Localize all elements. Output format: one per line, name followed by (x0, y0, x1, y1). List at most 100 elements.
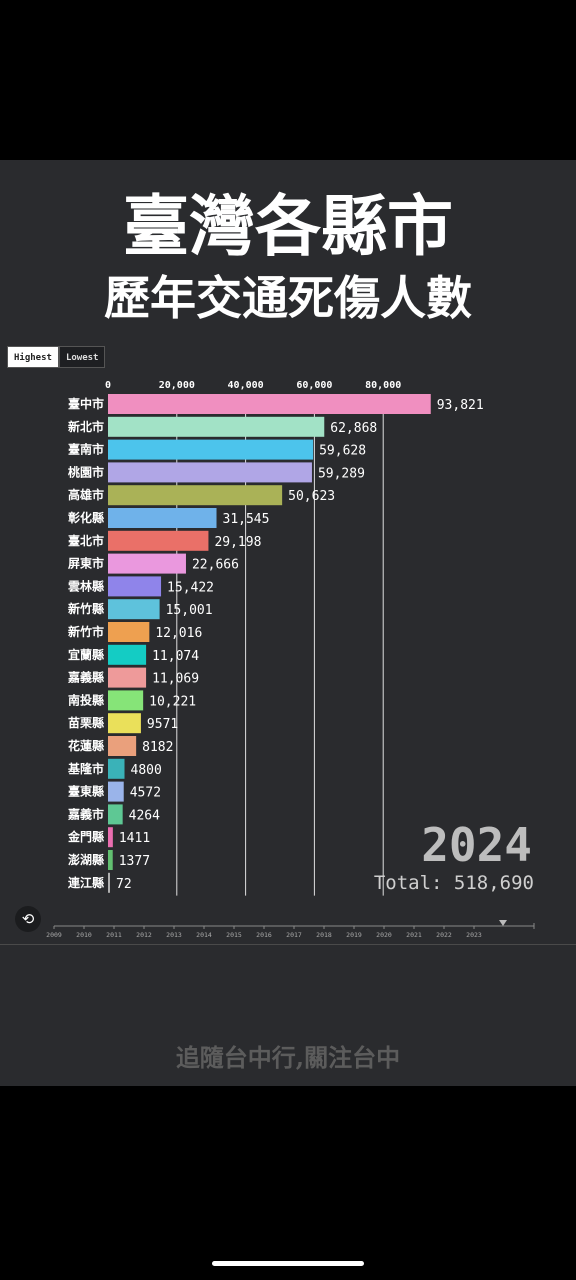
value-label: 15,422 (167, 580, 214, 595)
x-tick-label: 20,000 (159, 380, 195, 391)
value-label: 15,001 (166, 603, 213, 618)
bar (108, 850, 113, 870)
value-label: 8182 (142, 740, 173, 755)
bar (108, 644, 147, 665)
bar (108, 758, 125, 779)
timeline-year-label: 2023 (466, 931, 482, 939)
category-label: 臺北市 (68, 533, 104, 548)
timeline-handle (499, 920, 507, 926)
value-label: 29,198 (214, 535, 261, 550)
bar (108, 872, 110, 893)
bar (108, 553, 186, 574)
category-label: 高雄市 (68, 487, 104, 502)
replay-button[interactable]: ⟲ (15, 906, 41, 932)
replay-icon: ⟲ (21, 910, 35, 928)
category-label: 桃園市 (68, 464, 104, 479)
category-label: 宜蘭縣 (68, 647, 104, 662)
category-label: 嘉義市 (67, 806, 104, 821)
value-label: 62,868 (330, 421, 377, 436)
category-label: 金門縣 (67, 829, 104, 844)
timeline-year-label: 2013 (166, 931, 182, 939)
value-label: 22,666 (192, 558, 239, 573)
value-label: 11,069 (152, 672, 199, 687)
value-label: 72 (116, 877, 132, 892)
bar (108, 827, 113, 848)
timeline-year-label: 2020 (376, 931, 392, 939)
category-label: 連江縣 (68, 875, 104, 890)
value-label: 59,289 (318, 466, 365, 481)
category-label: 苗栗縣 (68, 715, 104, 730)
page-title: 臺灣各縣市 (123, 187, 453, 265)
home-indicator[interactable] (212, 1261, 364, 1266)
bar (108, 416, 325, 437)
total-label: Total: 518,690 (373, 872, 534, 894)
bar (108, 462, 312, 483)
x-tick-label: 40,000 (228, 380, 264, 391)
category-label: 臺中市 (68, 396, 104, 411)
timeline-year-label: 2014 (196, 931, 212, 939)
timeline-year-label: 2018 (316, 931, 332, 939)
bar (108, 713, 141, 734)
bar (108, 439, 314, 460)
sort-toggle: Highest Lowest (7, 346, 106, 368)
timeline-year-label: 2012 (136, 931, 152, 939)
timeline-year-label: 2015 (226, 931, 242, 939)
timeline-year-label: 2021 (406, 931, 422, 939)
value-label: 1377 (119, 854, 150, 869)
page-subtitle: 歷年交通死傷人數 (104, 271, 472, 325)
value-label: 93,821 (437, 398, 484, 413)
value-label: 10,221 (149, 694, 196, 709)
timeline-year-label: 2010 (76, 931, 92, 939)
category-label: 臺東縣 (68, 784, 104, 799)
bar (108, 394, 431, 414)
lowest-button[interactable]: Lowest (58, 346, 106, 368)
category-label: 臺南市 (68, 442, 104, 457)
category-label: 雲林縣 (68, 578, 104, 593)
value-label: 4264 (129, 808, 160, 823)
timeline-year-label: 2011 (106, 931, 122, 939)
value-label: 59,628 (319, 444, 366, 459)
value-label: 11,074 (152, 649, 199, 664)
timeline-year-label: 2009 (46, 931, 62, 939)
footer-caption: 追隨台中行,關注台中 (175, 1043, 401, 1072)
category-label: 屏東市 (67, 556, 104, 571)
year-label: 2024 (421, 818, 532, 872)
timeline-year-label: 2019 (346, 931, 362, 939)
value-label: 4800 (131, 763, 162, 778)
category-label: 基隆市 (67, 761, 104, 776)
bar (108, 736, 137, 756)
timeline[interactable]: 2009 2010 2011 2012 2013 2014 2015 2016 2017 2018… (0, 910, 576, 942)
timeline-year-label: 2017 (286, 931, 302, 939)
x-tick-label: 80,000 (365, 380, 401, 391)
bar-chart: 0 20,000 40,000 60,000 80,000 臺中市 93,821 新北市 62,… (67, 380, 484, 896)
bar (108, 781, 124, 802)
category-label: 新竹市 (68, 624, 104, 639)
category-label: 新北市 (68, 419, 104, 434)
bar (108, 804, 123, 825)
category-label: 彰化縣 (68, 510, 104, 525)
bar (108, 667, 147, 688)
divider (0, 944, 576, 945)
category-label: 澎湖縣 (68, 852, 104, 867)
value-label: 31,545 (223, 512, 270, 527)
x-tick-label: 0 (105, 380, 111, 391)
category-label: 南投縣 (68, 692, 104, 707)
bar (108, 690, 144, 711)
category-label: 嘉義縣 (67, 670, 104, 685)
value-label: 4572 (130, 786, 161, 801)
category-label: 花蓮縣 (68, 738, 104, 753)
value-label: 1411 (119, 831, 150, 846)
x-tick-label: 60,000 (296, 380, 332, 391)
bar (108, 576, 162, 597)
bar (108, 485, 283, 506)
category-label: 新竹縣 (68, 601, 104, 616)
timeline-year-label: 2016 (256, 931, 272, 939)
timeline-year-label: 2022 (436, 931, 452, 939)
bar (108, 622, 150, 642)
highest-button[interactable]: Highest (7, 346, 59, 368)
bar (108, 508, 217, 528)
value-label: 12,016 (155, 626, 202, 641)
bar (108, 599, 160, 620)
bar (108, 530, 209, 551)
value-label: 50,623 (288, 489, 335, 504)
